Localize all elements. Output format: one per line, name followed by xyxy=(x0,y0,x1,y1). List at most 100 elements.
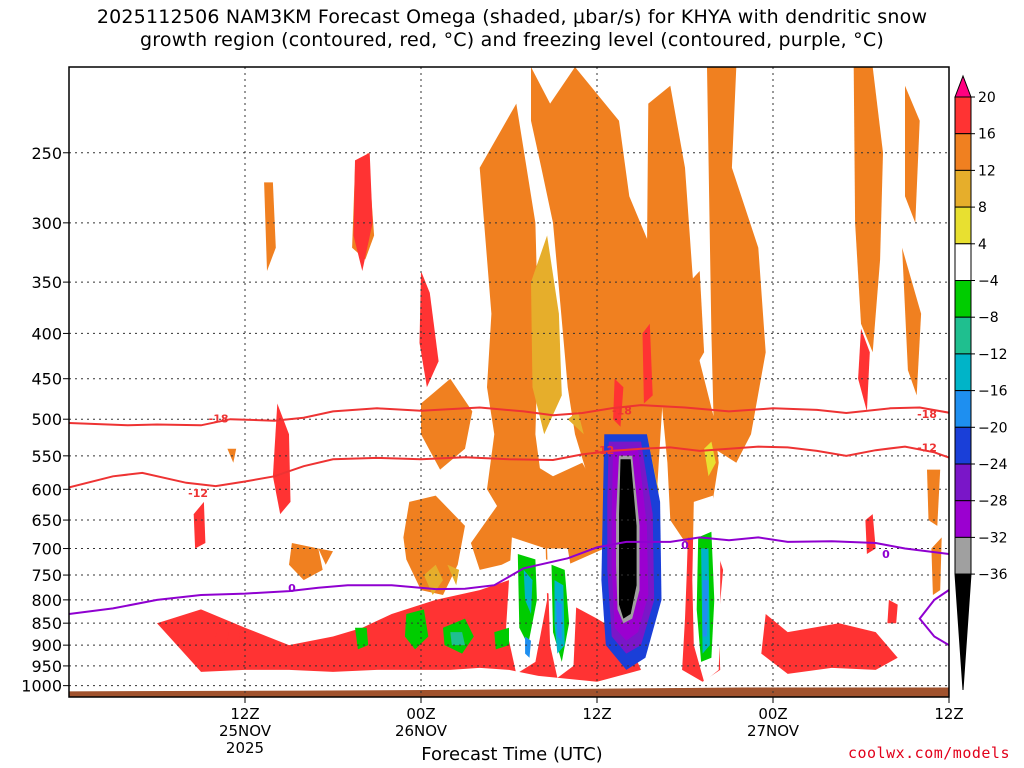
colorbar-segment xyxy=(954,463,972,502)
colorbar-segment xyxy=(954,243,972,282)
y-tick-label: 650 xyxy=(31,511,62,530)
contour-label: -18 xyxy=(209,412,229,425)
y-tick-label: 950 xyxy=(31,657,62,676)
chart-title-line1: 2025112506 NAM3KM Forecast Omega (shaded… xyxy=(96,6,928,28)
contour-label: -12 xyxy=(188,487,208,500)
omega-region xyxy=(927,469,941,526)
omega-region xyxy=(423,564,443,595)
omega-region xyxy=(193,501,206,549)
y-tick-label: 800 xyxy=(31,591,62,610)
colorbar-cap-top xyxy=(954,74,972,98)
x-axis-label: Forecast Time (UTC) xyxy=(421,744,603,765)
y-tick-label: 700 xyxy=(31,540,62,559)
omega-region xyxy=(353,152,373,271)
omega-region xyxy=(239,627,251,646)
omega-region xyxy=(272,403,291,515)
omega-region xyxy=(905,85,920,223)
omega-region xyxy=(689,271,705,371)
colorbar-label: −24 xyxy=(978,457,1008,473)
terrain xyxy=(69,687,949,697)
omega-region xyxy=(707,67,766,463)
omega-region xyxy=(450,632,465,646)
contour-label: 0 xyxy=(288,582,296,595)
omega-region xyxy=(531,235,562,435)
colorbar-segment xyxy=(954,96,972,135)
omega-region xyxy=(642,323,653,404)
x-tick-label: 2025 xyxy=(226,739,264,757)
y-tick-label: 400 xyxy=(31,324,62,343)
contour-label: -18 xyxy=(612,405,632,418)
omega-region xyxy=(264,182,276,271)
colorbar-cap-bottom xyxy=(954,573,972,691)
chart-title: 2025112506 NAM3KM Forecast Omega (shaded… xyxy=(0,6,1024,52)
omega-region xyxy=(567,411,584,435)
omega-region xyxy=(702,580,709,637)
omega-region xyxy=(355,627,369,650)
omega-region xyxy=(1019,333,1024,426)
colorbar-label: −8 xyxy=(978,310,999,326)
omega-region xyxy=(902,247,922,396)
y-tick-label: 750 xyxy=(31,566,62,585)
y-tick-label: 450 xyxy=(31,370,62,389)
colorbar-segment xyxy=(954,390,972,428)
y-tick-label: 900 xyxy=(31,636,62,655)
omega-region xyxy=(555,599,562,641)
omega-region xyxy=(531,67,665,543)
colorbar-label: −16 xyxy=(978,384,1008,400)
contour-line xyxy=(69,445,949,489)
y-tick-label: 1000 xyxy=(21,677,62,696)
omega-region xyxy=(619,459,637,619)
omega-region xyxy=(858,328,870,412)
colorbar-label: 20 xyxy=(978,90,996,106)
x-tick-label: 27NOV xyxy=(747,722,800,740)
y-tick-label: 600 xyxy=(31,480,62,499)
omega-region xyxy=(215,623,229,654)
omega-region xyxy=(865,514,876,554)
x-tick-label: 25NOV xyxy=(219,722,272,740)
contour-label: 0 xyxy=(882,548,890,561)
colorbar-segment xyxy=(954,169,972,208)
omega-region xyxy=(470,462,619,570)
colorbar-segment xyxy=(954,536,972,575)
omega-shading xyxy=(157,67,1024,682)
source-credit[interactable]: coolwx.com/models xyxy=(847,744,1010,762)
omega-region xyxy=(419,271,439,388)
omega-region xyxy=(404,609,429,650)
omega-region xyxy=(421,378,473,470)
colorbar-label: −32 xyxy=(978,530,1008,546)
omega-region xyxy=(289,543,323,581)
colorbar-label: −20 xyxy=(978,420,1008,436)
colorbar-label: 4 xyxy=(978,237,987,253)
colorbar-segment xyxy=(954,206,972,245)
gridlines xyxy=(69,67,950,697)
x-tick-label: 00Z xyxy=(758,705,787,723)
contour-label: 0 xyxy=(681,539,689,552)
colorbar-label: −36 xyxy=(978,567,1008,583)
contour-label: -12 xyxy=(594,444,614,457)
omega-region xyxy=(761,614,898,674)
contour-line xyxy=(69,404,949,427)
contour-label: -12 xyxy=(917,441,937,454)
colorbar-label: 12 xyxy=(978,163,996,179)
colorbar-label: 16 xyxy=(978,127,996,143)
omega-region xyxy=(646,85,719,560)
contour-line xyxy=(69,536,949,647)
omega-region xyxy=(318,548,333,565)
omega-region xyxy=(523,569,533,614)
omega-region xyxy=(494,627,509,650)
colorbar-segment xyxy=(954,426,972,465)
contour-label: -18 xyxy=(917,408,937,421)
plot-frame xyxy=(68,66,950,698)
y-tick-label: 500 xyxy=(31,410,62,429)
colorbar-label: −4 xyxy=(978,274,999,290)
omega-region xyxy=(613,378,624,427)
x-tick-label: 12Z xyxy=(934,705,963,723)
omega-region xyxy=(887,599,898,624)
omega-region xyxy=(853,67,883,353)
y-tick-label: 250 xyxy=(31,144,62,163)
colorbar-segment xyxy=(954,500,972,538)
omega-region xyxy=(525,636,531,658)
y-tick-label: 850 xyxy=(31,614,62,633)
x-tick-label: 00Z xyxy=(406,705,435,723)
